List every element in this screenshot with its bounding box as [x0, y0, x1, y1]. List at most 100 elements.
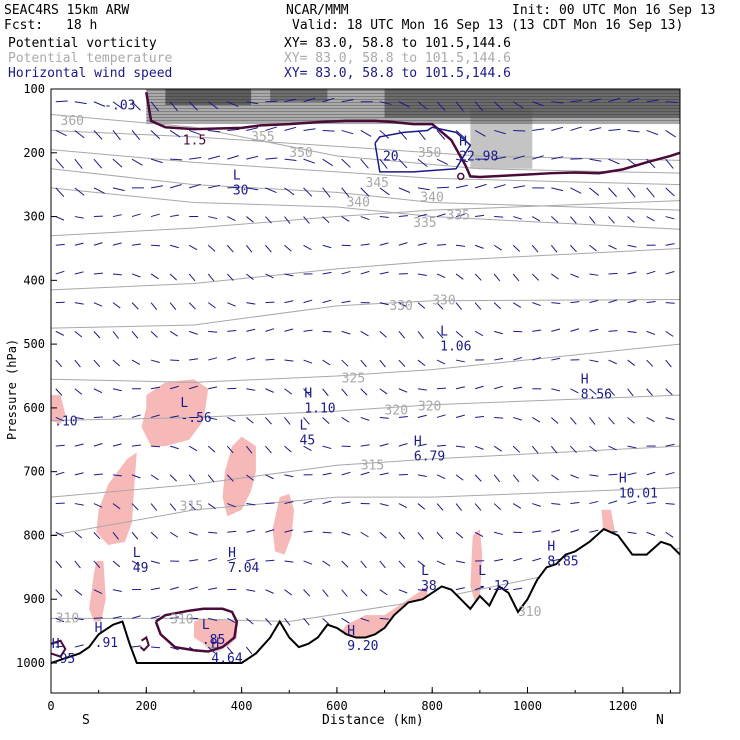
wind-vector — [417, 273, 427, 277]
wind-vector — [570, 244, 577, 253]
theta-label: 335 — [413, 216, 436, 231]
wind-vector — [188, 273, 196, 282]
wind-vector — [265, 618, 272, 626]
extremum-letter: H — [52, 637, 60, 652]
wind-vector — [303, 216, 310, 224]
wind-vector — [474, 101, 484, 112]
wind-vector — [169, 184, 182, 189]
org-label: NCAR/MMM — [286, 3, 349, 18]
wind-vector — [265, 273, 274, 279]
wind-vector — [379, 187, 390, 196]
wind-vector — [398, 158, 408, 169]
wind-vector — [131, 359, 141, 365]
wind-vector — [398, 589, 408, 594]
wind-vector — [150, 185, 163, 189]
theta-contour-2 — [51, 149, 680, 186]
wind-vector — [131, 560, 141, 566]
wind-vector — [150, 560, 160, 564]
wind-vector — [189, 559, 199, 562]
wind-vector — [436, 273, 446, 279]
wind-vector — [589, 474, 599, 477]
wind-vector — [265, 187, 277, 194]
wind-vector — [417, 187, 430, 191]
extremum-value: .10 — [54, 414, 77, 429]
wind-vector — [246, 302, 256, 305]
wind-vector — [379, 130, 390, 139]
wind-vector — [417, 130, 426, 141]
wind-vector — [608, 445, 617, 451]
wind-vector — [608, 216, 615, 224]
wind-vector — [131, 213, 141, 218]
wind-vector — [360, 531, 369, 538]
wind-vector — [284, 388, 293, 395]
extremum-value: 8.85 — [547, 555, 578, 570]
wind-vector — [493, 445, 502, 452]
wind-vector — [189, 157, 202, 160]
wind-vector — [284, 359, 294, 362]
wind-vector — [93, 359, 101, 368]
wind-vector — [303, 244, 312, 251]
wind-vector — [570, 100, 583, 103]
wind-vector — [74, 388, 83, 395]
wind-vector — [646, 501, 656, 505]
wind-vector — [589, 417, 596, 425]
y-tick-label: 1000 — [16, 656, 45, 670]
wind-vector — [265, 358, 275, 361]
wind-vector — [322, 445, 332, 450]
wind-vector — [494, 156, 507, 160]
wind-vector — [208, 155, 220, 160]
plot-area: 360 355 350 350 345 340 340 335 335 330 330 325 320 3… — [51, 89, 680, 693]
wind-vector — [55, 130, 67, 137]
wind-vector — [112, 531, 119, 540]
wind-vector — [665, 302, 675, 304]
wind-vector — [417, 474, 427, 478]
wind-vector — [513, 357, 522, 361]
theta-contour-5 — [51, 200, 680, 237]
wind-vector — [303, 187, 313, 197]
wind-vector — [207, 445, 216, 453]
wind-vector — [398, 531, 406, 540]
wind-vector — [360, 589, 368, 597]
wind-vector — [513, 185, 526, 189]
wind-vector — [589, 359, 599, 363]
wind-vector — [112, 560, 121, 568]
wind-vector — [646, 388, 653, 396]
wind-vector — [226, 273, 234, 281]
wind-vector — [284, 158, 297, 161]
wind-vector — [608, 187, 617, 198]
wind-vector — [360, 270, 370, 275]
wind-vector — [265, 126, 278, 131]
wind-vector — [436, 531, 444, 540]
wind-vector — [341, 330, 351, 335]
wind-vector — [493, 474, 501, 483]
wind-vector — [74, 359, 81, 368]
wind-vector — [55, 359, 63, 368]
pv-fill-regions — [51, 379, 616, 648]
wind-vector — [74, 302, 84, 305]
wind-vector — [150, 213, 160, 218]
wind-vector — [513, 587, 523, 591]
wind-vector — [608, 128, 621, 131]
wind-vector — [551, 156, 564, 160]
wind-vector — [493, 503, 502, 511]
extremum-value: -.03 — [104, 99, 135, 114]
wind-vectors — [55, 97, 678, 655]
wind-vector — [208, 129, 221, 133]
wind-vector — [341, 99, 354, 103]
wind-vector — [455, 560, 465, 564]
theta-label: 310 — [518, 605, 541, 620]
wind-vector — [455, 474, 464, 481]
wind-vector — [322, 359, 331, 366]
wind-vector — [608, 330, 618, 332]
wind-vector — [474, 503, 482, 511]
wind-vector — [360, 471, 370, 476]
theta-contour-4 — [51, 187, 680, 230]
wind-vector — [589, 244, 597, 252]
wind-vector — [494, 216, 504, 218]
wind-vector — [531, 273, 539, 281]
wind-vector — [532, 417, 541, 423]
theta-contour-6 — [51, 247, 680, 291]
wind-vector — [322, 129, 335, 132]
wind-vector — [55, 444, 65, 447]
wind-vector — [227, 356, 237, 361]
